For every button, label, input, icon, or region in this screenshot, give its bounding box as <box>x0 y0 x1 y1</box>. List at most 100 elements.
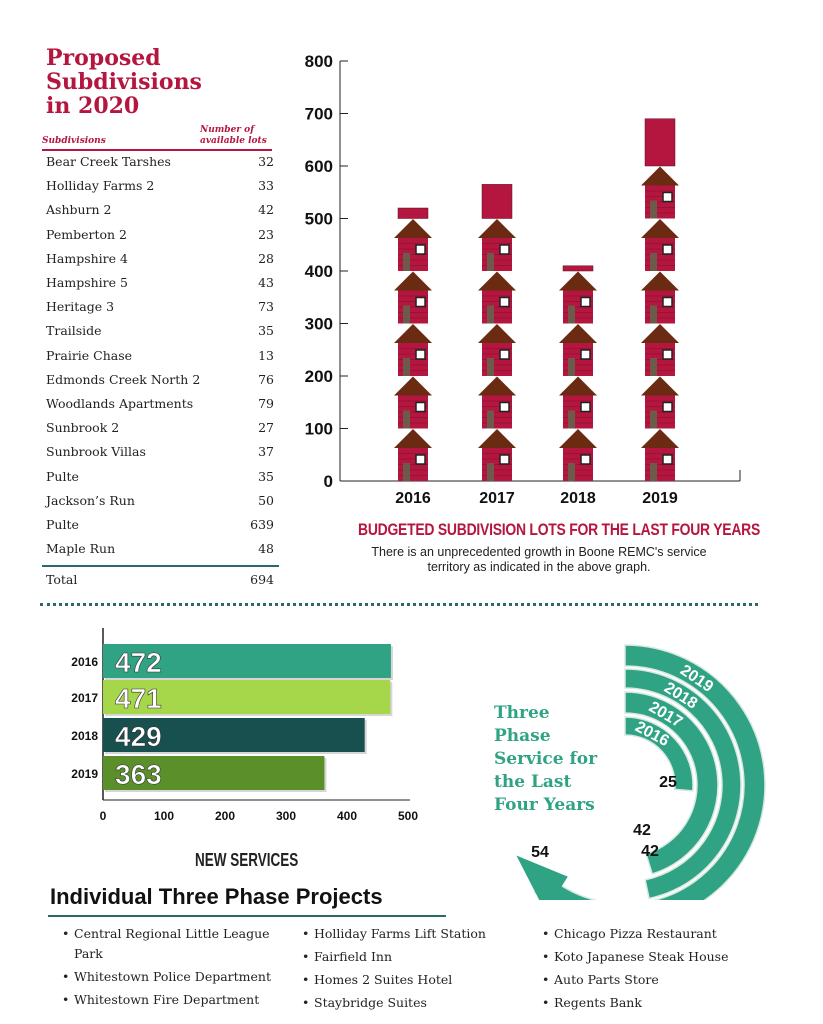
house-door <box>487 253 494 271</box>
x-tick-label: 2018 <box>560 490 596 507</box>
house-roof <box>559 324 597 343</box>
projects-column: Central Regional Little League Park White… <box>62 924 277 1013</box>
lot-count: 48 <box>258 541 274 557</box>
house-door <box>403 410 410 429</box>
lot-count: 76 <box>258 371 274 387</box>
lot-count: 27 <box>258 420 274 436</box>
project-item: Whitestown Police Department <box>62 967 277 987</box>
bar-2016 <box>394 207 432 481</box>
total-value: 694 <box>250 572 274 587</box>
table-row: Maple Run 48 <box>46 541 274 556</box>
subdivision-name: Heritage 3 <box>46 299 115 315</box>
ring-2016 <box>624 716 694 792</box>
bar-2016 <box>103 644 391 678</box>
house-icon <box>641 219 679 271</box>
title-line: Service for <box>494 749 598 769</box>
project-item: Staybridge Suites <box>302 993 522 1013</box>
y-tick-label: 700 <box>305 105 333 124</box>
house-icon <box>562 265 594 272</box>
house-icon <box>559 429 597 481</box>
x-tick-label: 300 <box>276 809 296 823</box>
category-label: 2017 <box>71 691 98 705</box>
table-row: Holliday Farms 2 33 <box>46 178 274 193</box>
project-item: Central Regional Little League Park <box>62 924 277 964</box>
house-roof <box>559 376 597 396</box>
lots-chart: 0 100 200 300 400 500 600 700 800 2016 2017 2018 201… <box>305 52 741 507</box>
ring-value-label: 42 <box>641 843 659 860</box>
subdivision-name: Holliday Farms 2 <box>46 178 155 194</box>
ring-value-label: 54 <box>531 844 549 861</box>
subdivision-name: Bear Creek Tarshes <box>46 154 171 169</box>
house-window <box>662 296 673 308</box>
house-roof <box>394 324 432 343</box>
house-window <box>499 349 510 360</box>
house-icon <box>559 376 597 429</box>
house-icon <box>394 429 432 481</box>
ring-value-label: 42 <box>633 822 651 839</box>
house-door <box>403 305 410 324</box>
table-row: Pemberton 2 23 <box>46 227 274 242</box>
house-roof <box>641 271 679 291</box>
project-item: Holliday Farms Lift Station <box>302 924 522 944</box>
project-item: Regents Bank <box>542 993 762 1013</box>
house-icon <box>397 207 429 219</box>
project-item: Fairfield Inn <box>302 947 522 967</box>
total-divider <box>42 565 279 567</box>
col-header-lots: Number of available lots <box>200 125 267 147</box>
house-door <box>568 358 575 376</box>
title-line: Three <box>494 703 550 723</box>
lot-count: 35 <box>258 468 274 484</box>
lot-count: 35 <box>258 323 274 339</box>
lot-count: 50 <box>258 492 274 508</box>
house-partial <box>562 265 594 272</box>
arrowhead <box>516 855 568 900</box>
lot-count: 79 <box>258 396 274 411</box>
house-window <box>415 454 426 465</box>
x-tick-label: 500 <box>398 809 418 823</box>
bar-2018 <box>559 265 597 481</box>
house-icon <box>641 376 679 429</box>
house-door <box>403 358 410 376</box>
house-icon <box>478 376 516 429</box>
house-icon <box>481 184 513 219</box>
house-door <box>487 358 494 376</box>
bar-2019 <box>103 756 325 790</box>
house-window <box>662 191 673 203</box>
subdivision-name: Pulte <box>46 517 79 532</box>
bar-value-label: 363 <box>115 759 162 790</box>
table-row: Trailside 35 <box>46 323 274 338</box>
subdivision-name: Sunbrook 2 <box>46 420 120 436</box>
y-tick-label: 300 <box>305 315 333 334</box>
title-line: Four Years <box>494 795 595 815</box>
total-row: Total 694 <box>46 572 274 587</box>
lots-chart-title: BUDGETED SUBDIVISION LOTS FOR THE LAST F… <box>358 520 761 539</box>
lot-count: 23 <box>258 226 274 242</box>
lot-count: 73 <box>258 299 274 315</box>
subdivision-name: Jackson’s Run <box>46 492 135 508</box>
table-title: Proposed Subdivisions in 2020 <box>46 46 202 118</box>
y-tick-label: 600 <box>305 157 333 176</box>
title-line: the Last <box>494 772 572 792</box>
house-roof <box>394 429 432 448</box>
table-row: Pulte 35 <box>46 469 274 484</box>
subdivision-name: Trailside <box>46 323 102 339</box>
house-window <box>499 454 510 465</box>
new-services-chart: 0 100 200 300 400 500 2016 472 2017 471 2018 429 201… <box>71 628 418 823</box>
house-window <box>662 401 673 413</box>
subdivision-name: Sunbrook Villas <box>46 444 146 460</box>
subdivision-name: Maple Run <box>46 541 116 557</box>
table-row: Heritage 3 73 <box>46 299 274 314</box>
house-icon <box>478 429 516 481</box>
house-door <box>487 463 494 481</box>
house-door <box>650 305 657 324</box>
category-label: 2018 <box>71 729 98 743</box>
bar-2018 <box>103 718 365 752</box>
house-door <box>487 410 494 429</box>
table-row: Ashburn 2 42 <box>46 202 274 217</box>
house-roof <box>559 271 597 291</box>
projects-column: Chicago Pizza Restaurant Koto Japanese St… <box>542 924 762 1016</box>
col-header-subdivisions: Subdivisions <box>42 136 106 146</box>
x-tick-label: 100 <box>154 809 174 823</box>
house-roof <box>394 219 432 238</box>
